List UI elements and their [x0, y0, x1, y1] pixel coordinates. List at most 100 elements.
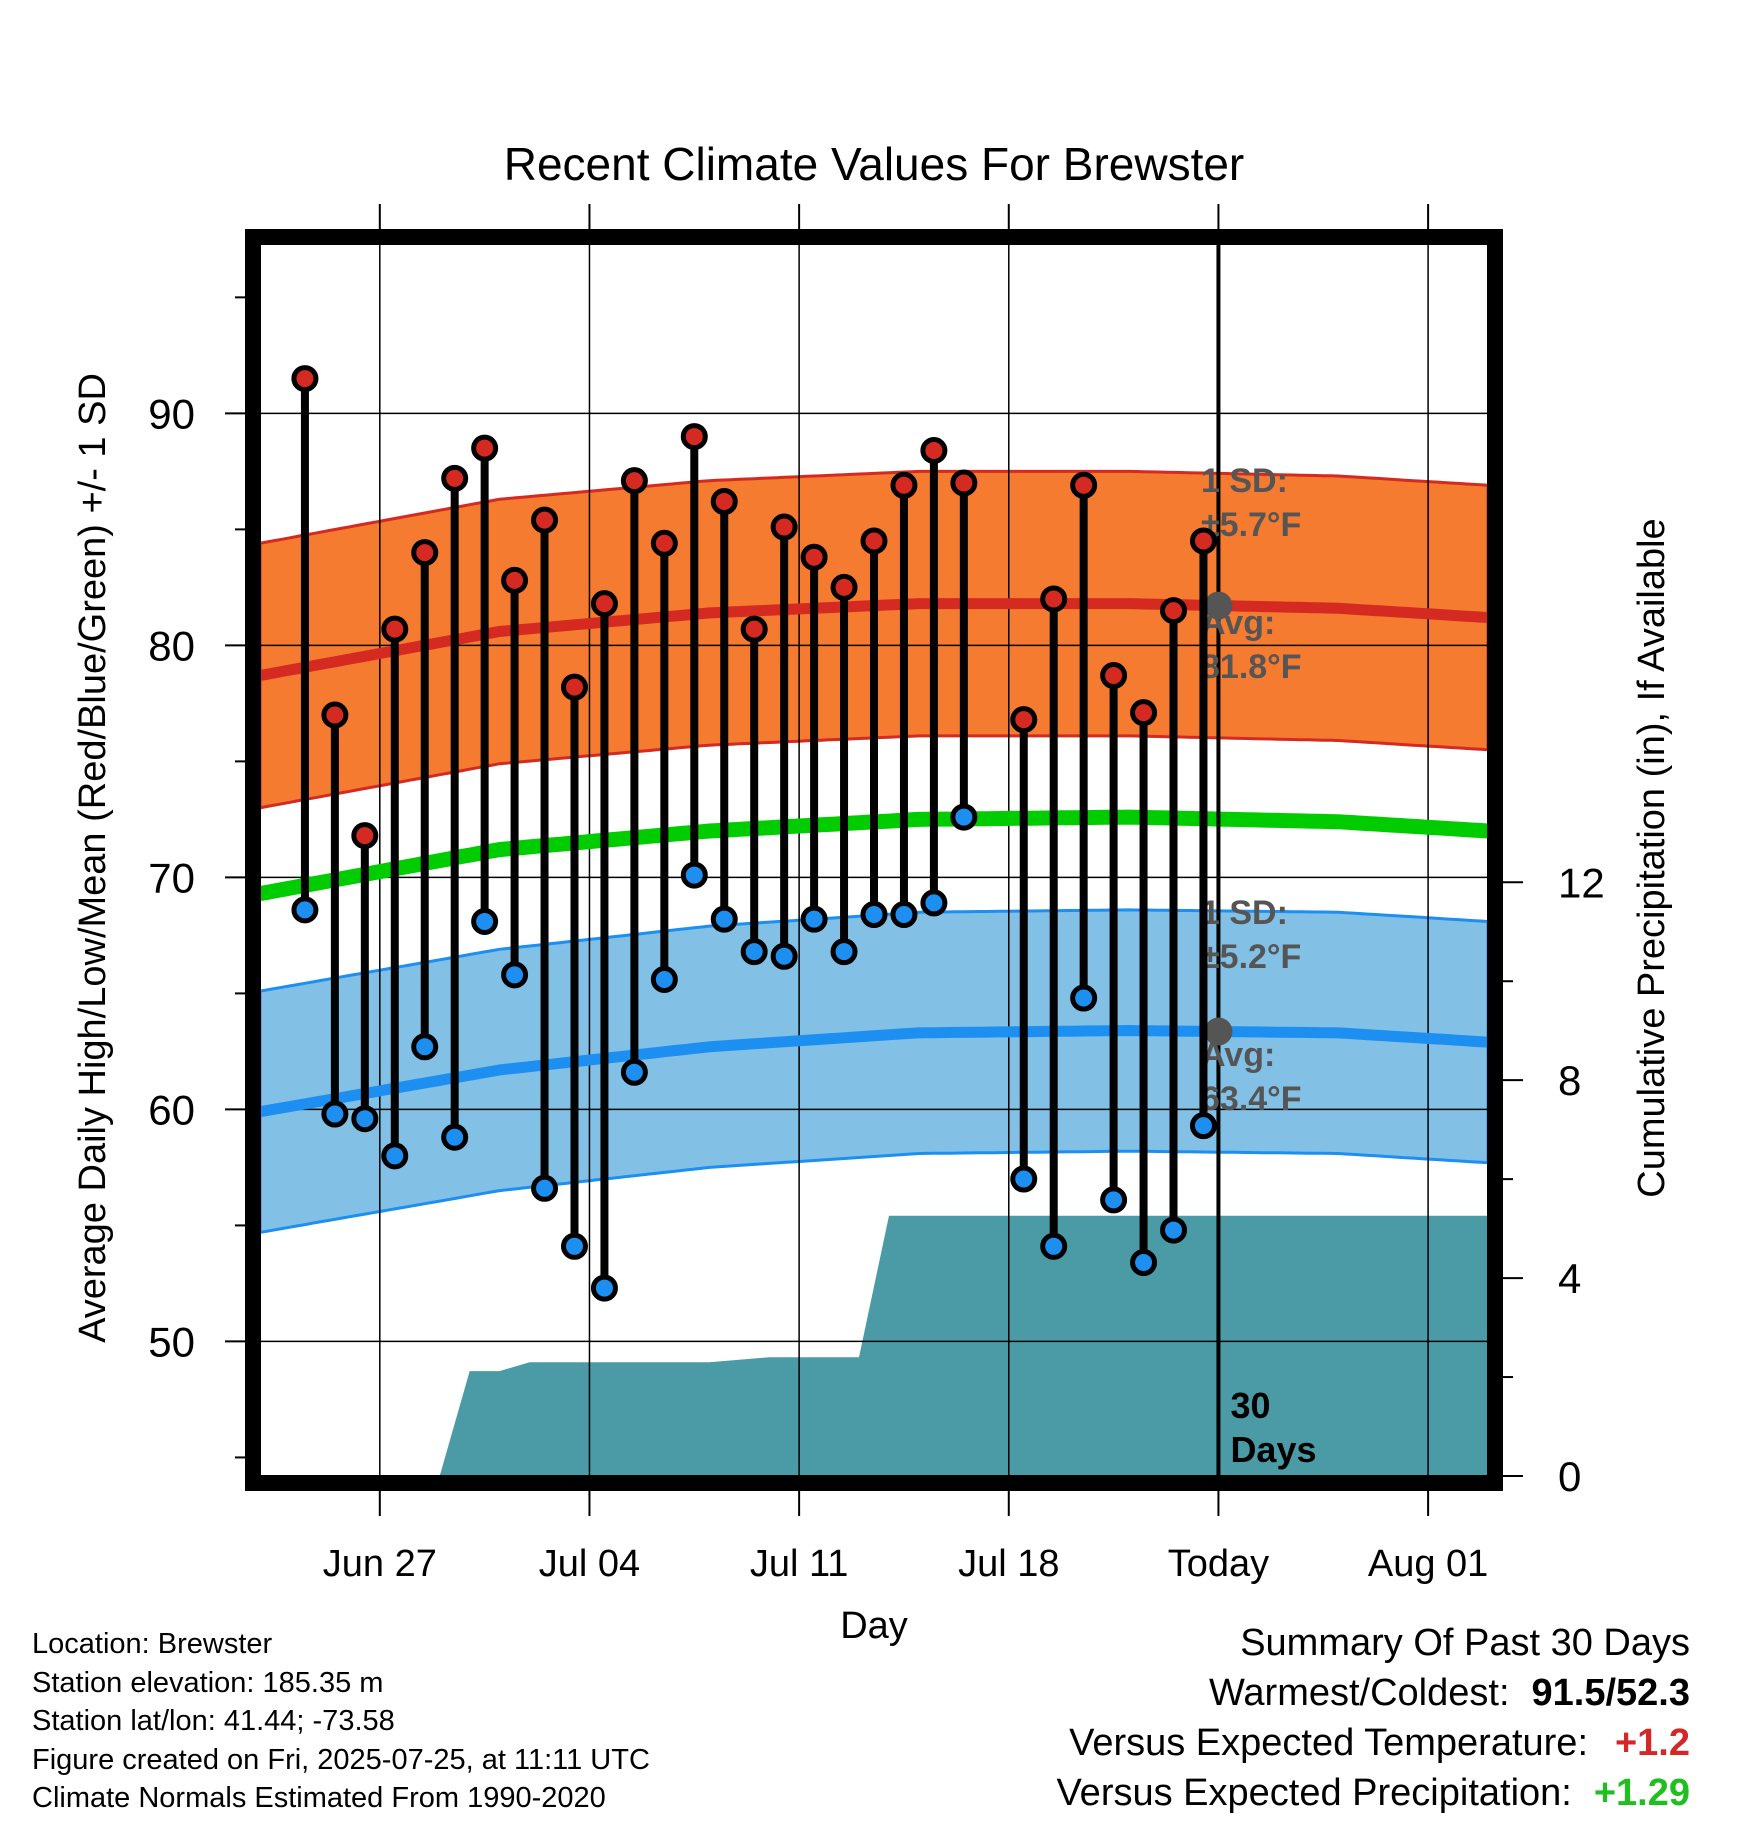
daily-high-point [291, 365, 319, 393]
high-sd-value: ±5.7°F [1201, 506, 1301, 544]
station-info: Location: Brewster Station elevation: 18… [32, 1625, 650, 1818]
summary-warmest-row: Warmest/Coldest: 91.5/52.3 [1056, 1668, 1690, 1718]
y-tick-label: 70 [148, 854, 195, 901]
y2-axis-label: Cumulative Precipitation (in), If Availa… [1631, 518, 1673, 1197]
daily-high-point [381, 615, 409, 643]
daily-high-point [1160, 597, 1188, 625]
plot-frame [245, 229, 1503, 1491]
daily-high-point [830, 573, 858, 601]
low-sd-label: 1 SD: [1201, 894, 1288, 932]
y2-tick-label: 8 [1558, 1057, 1581, 1104]
daily-high-point [501, 566, 529, 594]
y-axis-label: Average Daily High/Low/Mean (Red/Blue/Gr… [72, 373, 114, 1343]
daily-low-point [531, 1174, 559, 1202]
daily-high-point [1189, 527, 1217, 555]
daily-high-point [650, 529, 678, 557]
daily-low-point [441, 1123, 469, 1151]
y-tick-label: 50 [148, 1318, 195, 1365]
daily-high-point [471, 434, 499, 462]
daily-low-point [800, 905, 828, 933]
x-tick-label: Jul 18 [958, 1543, 1059, 1585]
daily-low-point [1040, 1232, 1068, 1260]
y-tick-label: 80 [148, 622, 195, 669]
precip-deviation-value: +1.29 [1593, 1772, 1690, 1814]
y2-tick-label: 12 [1558, 859, 1605, 906]
daily-low-point [411, 1033, 439, 1061]
daily-low-point [950, 803, 978, 831]
warmest-coldest-value: 91.5/52.3 [1531, 1672, 1690, 1714]
daily-high-point [441, 464, 469, 492]
daily-high-point [710, 488, 738, 516]
precip-deviation-label: Versus Expected Precipitation: [1056, 1772, 1572, 1814]
daily-low-point [830, 938, 858, 966]
x-tick-label: Jul 11 [750, 1543, 849, 1585]
low-sd-value: ±5.2°F [1201, 938, 1301, 976]
daily-low-point [770, 942, 798, 970]
low-sd-band [260, 908, 1488, 1234]
high-sd-label: 1 SD: [1201, 462, 1288, 500]
elevation-text: Station elevation: 185.35 m [32, 1666, 384, 1699]
y2-tick-label: 4 [1558, 1255, 1581, 1302]
low-avg-marker [1204, 1017, 1233, 1046]
daily-low-point [560, 1232, 588, 1260]
daily-high-point [1040, 585, 1068, 613]
y-tick-label: 90 [148, 390, 195, 437]
x-tick-label: Jun 27 [323, 1543, 437, 1585]
daily-low-point [1130, 1249, 1158, 1277]
today-days-label-part: 30 [1230, 1385, 1270, 1426]
daily-high-point [620, 467, 648, 495]
summary-panel: Summary Of Past 30 Days Warmest/Coldest:… [1056, 1618, 1690, 1818]
y-tick-label: 60 [148, 1086, 195, 1133]
daily-high-point [321, 701, 349, 729]
daily-high-point [860, 527, 888, 555]
today-days-label: 30 Days [1230, 1385, 1316, 1470]
summary-title: Summary Of Past 30 Days [1240, 1622, 1690, 1664]
daily-low-point [291, 896, 319, 924]
daily-low-point [381, 1142, 409, 1170]
daily-low-point [1189, 1112, 1217, 1140]
warmest-coldest-label: Warmest/Coldest: [1208, 1672, 1510, 1714]
y2-tick-label: 0 [1558, 1453, 1581, 1500]
daily-high-point [740, 615, 768, 643]
x-tick-label: Aug 01 [1368, 1543, 1488, 1585]
daily-low-point [1160, 1216, 1188, 1244]
daily-high-point [920, 436, 948, 464]
precip-area [260, 1215, 1488, 1476]
daily-low-point [351, 1105, 379, 1133]
normal-low-line [260, 1024, 1488, 1118]
daily-high-point [531, 506, 559, 534]
daily-low-point [501, 961, 529, 989]
daily-high-point [351, 822, 379, 850]
high-avg-value: 81.8°F [1201, 648, 1302, 686]
created-text: Figure created on Fri, 2025-07-25, at 11… [32, 1743, 650, 1776]
daily-low-point [920, 889, 948, 917]
x-axis-label: Day [840, 1605, 908, 1647]
x-tick-label: Jul 04 [539, 1543, 640, 1585]
daily-low-point [321, 1100, 349, 1128]
daily-low-point [740, 938, 768, 966]
low-avg-value: 63.4°F [1201, 1080, 1302, 1118]
daily-low-point [1070, 984, 1098, 1012]
daily-high-point [800, 543, 828, 571]
daily-high-point [411, 539, 439, 567]
daily-low-point [890, 901, 918, 929]
normals-text: Climate Normals Estimated From 1990-2020 [32, 1782, 606, 1814]
daily-high-point [890, 471, 918, 499]
daily-low-point [680, 861, 708, 889]
today-days-label-part: Days [1230, 1429, 1316, 1470]
daily-low-point [1100, 1186, 1128, 1214]
temp-deviation-label: Versus Expected Temperature: [1069, 1722, 1588, 1764]
daily-high-point [1100, 662, 1128, 690]
location-text: Location: Brewster [32, 1628, 273, 1660]
high-avg-marker [1204, 591, 1233, 620]
daily-high-point [680, 423, 708, 451]
daily-high-point [1070, 471, 1098, 499]
temp-deviation-value: +1.2 [1614, 1722, 1690, 1764]
daily-high-point [1010, 706, 1038, 734]
daily-low-point [1010, 1165, 1038, 1193]
daily-low-point [710, 905, 738, 933]
latlon-text: Station lat/lon: 41.44; -73.58 [32, 1705, 395, 1737]
daily-high-point [950, 469, 978, 497]
